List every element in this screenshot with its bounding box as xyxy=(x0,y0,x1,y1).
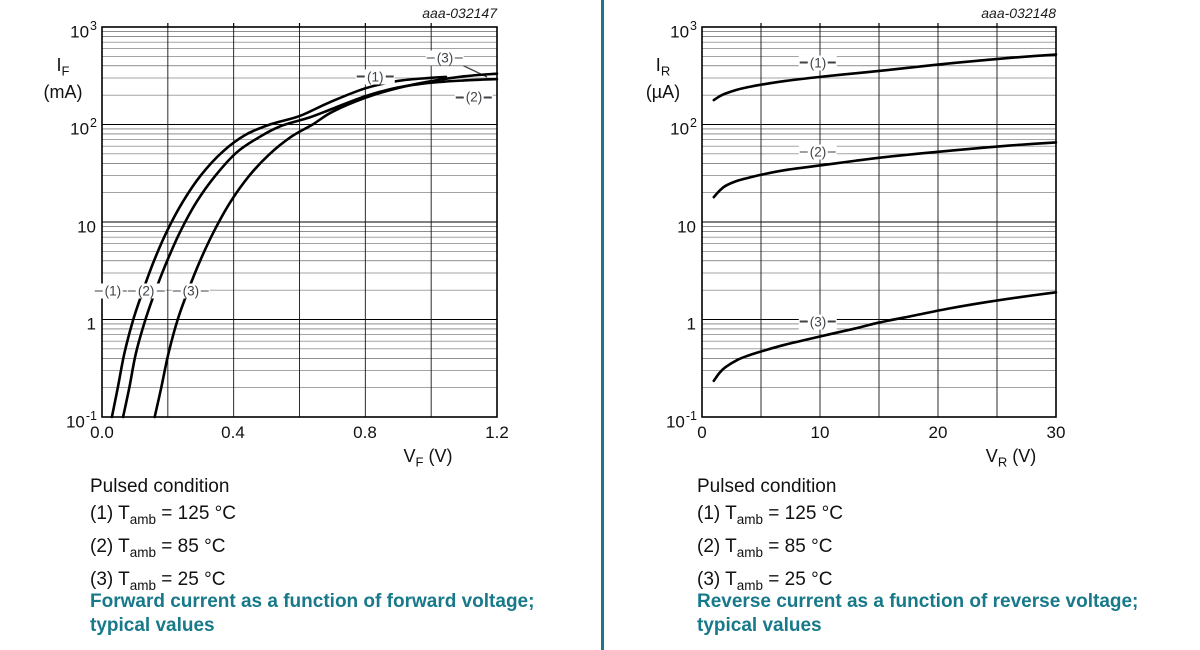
curve-label-text: (2) xyxy=(465,89,483,105)
y-axis-tick: 103 xyxy=(70,19,97,42)
label-dash xyxy=(455,96,464,99)
x-axis-tick: 0.4 xyxy=(221,423,245,442)
x-axis-tick: 0.8 xyxy=(353,423,377,442)
label-dash xyxy=(799,320,808,323)
x-axis-tick: 30 xyxy=(1046,423,1066,442)
y-axis-tick: 10-1 xyxy=(665,409,697,432)
label-dash xyxy=(799,151,808,153)
curve-label-text: (2) xyxy=(809,144,827,160)
condition-line: (3) Tamb = 25 °C xyxy=(697,568,833,593)
curve-label: (1) xyxy=(798,55,838,71)
conditions-title: Pulsed condition xyxy=(697,476,837,497)
curve-label-text: (2) xyxy=(137,283,155,299)
chart-area-forward: (1) (2) (3) (1) (3) (2) xyxy=(93,23,499,419)
label-dash xyxy=(94,290,103,292)
label-dash xyxy=(455,57,464,59)
y-axis-title: IR (µA) xyxy=(645,55,681,102)
x-axis-title: VF (V) xyxy=(403,446,453,470)
curve-label: (2) xyxy=(798,144,838,160)
conditions-forward: Pulsed condition (1) Tamb = 125 °C (2) T… xyxy=(90,474,236,598)
label-dash xyxy=(426,57,435,59)
label-dash xyxy=(201,290,210,292)
label-dash xyxy=(172,290,181,292)
condition-line: (1) Tamb = 125 °C xyxy=(697,503,843,527)
curve-label-text: (1) xyxy=(366,69,384,85)
chart-svg xyxy=(701,23,1058,418)
condition-line: (1) Tamb = 125 °C xyxy=(90,503,236,527)
panel-divider xyxy=(601,0,604,650)
conditions-title: Pulsed condition xyxy=(90,476,230,497)
label-dash xyxy=(799,61,808,64)
label-dash xyxy=(484,96,493,99)
condition-line: (3) Tamb = 25 °C xyxy=(90,568,226,593)
curve-label-text: (3) xyxy=(436,50,454,66)
label-dash xyxy=(828,61,837,64)
curve-label-text: (1) xyxy=(809,55,827,71)
chart-svg xyxy=(101,23,499,419)
y-axis-tick: 10 xyxy=(77,217,96,237)
label-dash xyxy=(828,151,837,153)
label-dash xyxy=(385,75,394,78)
x-axis-tick: 10 xyxy=(810,423,830,442)
x-axis-title: VR (V) xyxy=(985,446,1037,470)
x-axis-tick: 0 xyxy=(697,423,707,442)
label-dash xyxy=(127,290,136,292)
label-dash xyxy=(828,320,837,323)
curve-label: (3) xyxy=(171,283,211,299)
label-dash xyxy=(156,290,165,292)
chart-area-reverse: (1) (2) (3) xyxy=(701,23,1058,418)
figure-id-reverse: aaa-032148 xyxy=(981,5,1056,21)
y-axis-tick: 102 xyxy=(670,116,697,139)
curve-label: (2) xyxy=(454,89,494,105)
label-dash xyxy=(356,75,365,78)
y-axis-tick: 1 xyxy=(686,314,696,334)
x-axis-tick: 0.0 xyxy=(90,423,114,442)
condition-line: (2) Tamb = 85 °C xyxy=(697,535,833,560)
condition-line: (2) Tamb = 85 °C xyxy=(90,535,226,560)
curve-label: (1) xyxy=(93,283,133,299)
y-axis-title: IF (mA) xyxy=(43,55,83,102)
figure-caption-forward: Forward current as a function of forward… xyxy=(90,591,535,636)
y-axis-tick: 102 xyxy=(70,116,97,139)
y-axis-tick: 10-1 xyxy=(65,409,97,432)
curve-label-text: (1) xyxy=(104,283,122,299)
figure-caption-reverse: Reverse current as a function of reverse… xyxy=(697,591,1139,636)
curve-label: (1) xyxy=(355,69,395,85)
curve-label: (3) xyxy=(425,50,465,66)
conditions-reverse: Pulsed condition (1) Tamb = 125 °C (2) T… xyxy=(697,474,843,598)
curve-label: (3) xyxy=(798,314,838,330)
y-axis-tick: 10 xyxy=(677,217,696,237)
curve-label: (2) xyxy=(126,283,166,299)
x-axis-tick: 20 xyxy=(928,423,948,442)
curve-label-text: (3) xyxy=(809,314,827,330)
y-axis-tick: 1 xyxy=(86,314,96,334)
x-axis-tick: 1.2 xyxy=(485,423,509,442)
y-axis-tick: 103 xyxy=(670,19,697,42)
curve-label-text: (3) xyxy=(182,283,200,299)
figure-id-forward: aaa-032147 xyxy=(422,5,497,21)
